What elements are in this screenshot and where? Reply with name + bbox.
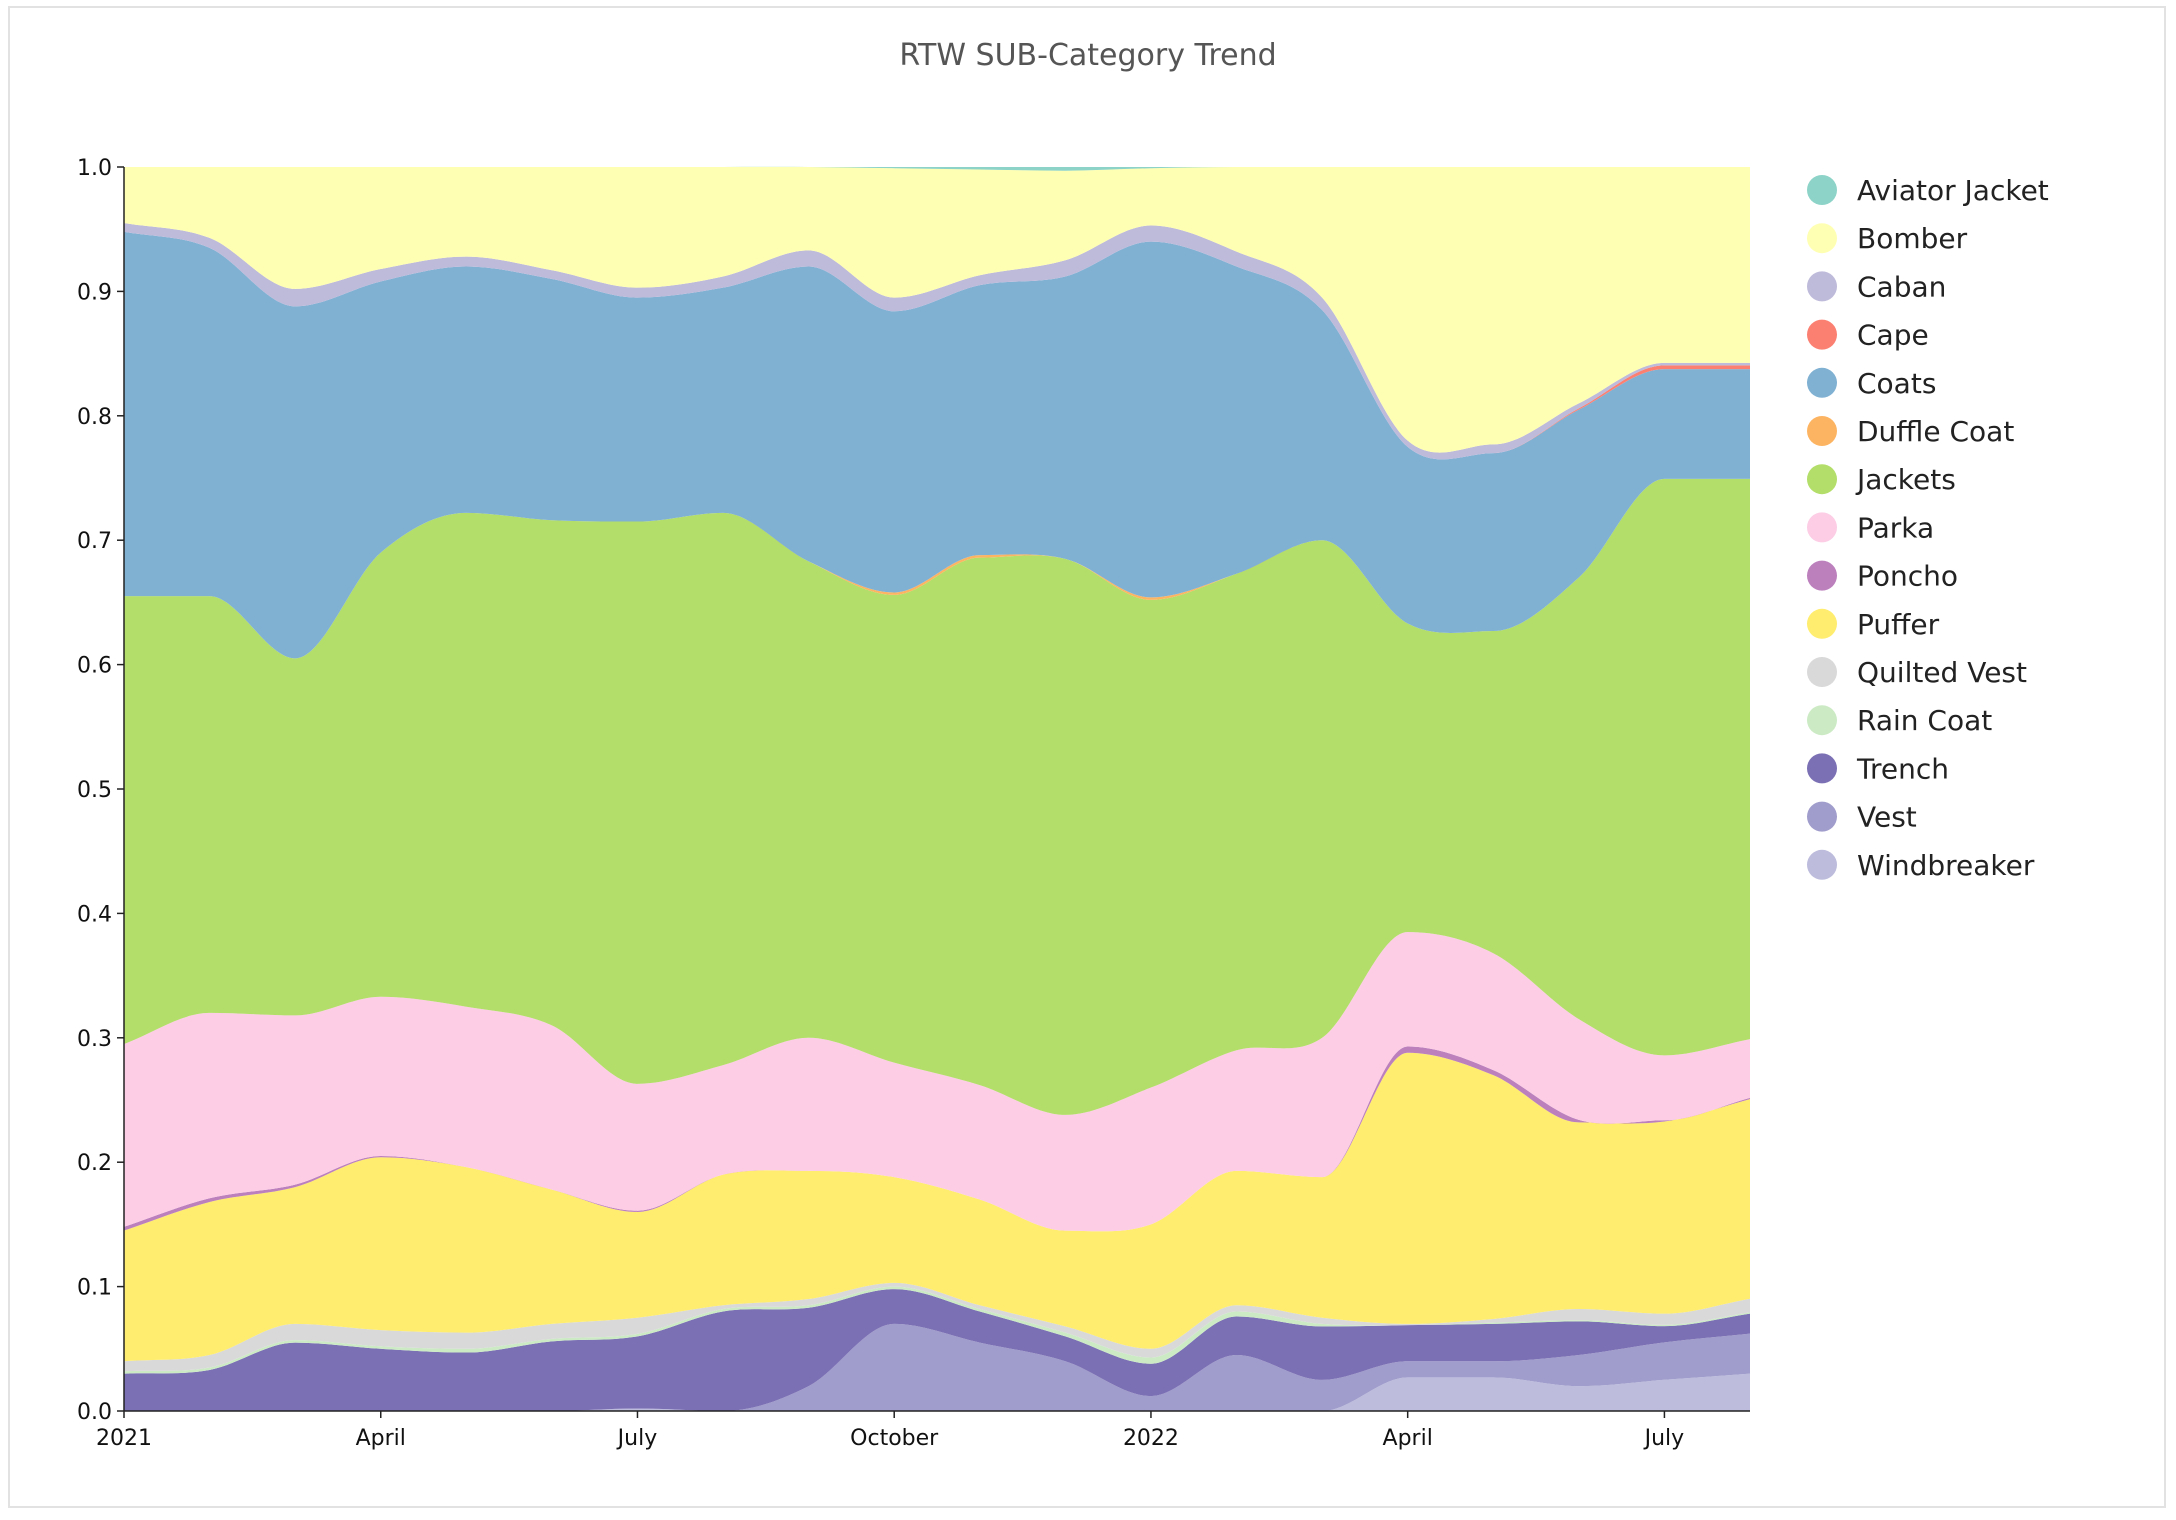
area-trench xyxy=(124,1289,1750,1411)
legend-label: Trench xyxy=(1856,752,1949,785)
x-tick-label: April xyxy=(1383,1426,1433,1451)
legend-item[interactable]: Bomber xyxy=(1807,222,1968,255)
legend-swatch xyxy=(1807,416,1837,446)
area-puffer xyxy=(124,1052,1750,1362)
legend-label: Duffle Coat xyxy=(1857,415,2014,448)
areas xyxy=(124,166,1750,1411)
legend-label: Rain Coat xyxy=(1857,704,1992,737)
legend-item[interactable]: Cape xyxy=(1807,319,1929,352)
legend-label: Jackets xyxy=(1855,463,1956,496)
legend-item[interactable]: Coats xyxy=(1807,367,1936,400)
y-tick-label: 0.7 xyxy=(77,529,112,554)
legend-item[interactable]: Quilted Vest xyxy=(1807,656,2027,689)
legend-label: Vest xyxy=(1857,801,1917,834)
legend-swatch xyxy=(1807,560,1837,591)
legend-label: Parka xyxy=(1857,511,1934,544)
area-aviator-jacket xyxy=(124,166,1750,171)
area-coats xyxy=(124,231,1750,659)
chart-title: RTW SUB-Category Trend xyxy=(899,38,1277,73)
legend-label: Poncho xyxy=(1857,560,1958,593)
legend-swatch xyxy=(1807,512,1837,543)
y-tick-label: 0.1 xyxy=(77,1276,112,1301)
x-tick-label: October xyxy=(850,1426,939,1451)
x-tick-label: 2021 xyxy=(96,1426,152,1451)
y-tick-label: 0.5 xyxy=(77,778,112,803)
axes: 0.0 0.1 0.2 0.3 0.4 0.5 0.6 0.7 0.8 0.9 1.0 2021 Apr… xyxy=(77,156,1750,1451)
legend-item[interactable]: Parka xyxy=(1807,511,1934,544)
y-tick-label: 0.6 xyxy=(77,654,112,679)
x-tick-label: July xyxy=(616,1426,658,1451)
legend-item[interactable]: Duffle Coat xyxy=(1807,415,2014,448)
legend-swatch xyxy=(1807,705,1837,736)
legend-swatch xyxy=(1807,753,1837,784)
legend-label: Aviator Jacket xyxy=(1857,174,2049,207)
legend-swatch xyxy=(1807,608,1837,639)
y-tick-label: 0.2 xyxy=(77,1151,112,1176)
legend-item[interactable]: Windbreaker xyxy=(1807,849,2035,882)
legend-swatch xyxy=(1807,801,1837,832)
legend-swatch xyxy=(1807,223,1837,254)
y-tick-label: 0.9 xyxy=(77,280,112,305)
legend-label: Quilted Vest xyxy=(1857,656,2027,689)
legend: Aviator Jacket Bomber Caban Cape Coats Duffle… xyxy=(1807,174,2049,882)
legend-swatch xyxy=(1807,319,1837,350)
legend-item[interactable]: Jackets xyxy=(1807,463,1956,496)
x-tick-label: July xyxy=(1643,1426,1685,1451)
legend-swatch xyxy=(1807,175,1837,205)
chart-frame xyxy=(8,6,2166,1508)
legend-item[interactable]: Aviator Jacket xyxy=(1807,174,2049,207)
area-parka xyxy=(124,932,1750,1232)
legend-swatch xyxy=(1807,657,1837,687)
y-tick-label: 0.8 xyxy=(77,405,112,430)
legend-swatch xyxy=(1807,464,1837,495)
legend-swatch xyxy=(1807,849,1837,880)
legend-swatch xyxy=(1807,271,1837,302)
legend-swatch xyxy=(1807,367,1837,398)
y-tick-label: 1.0 xyxy=(77,156,112,181)
y-tick-label: 0.0 xyxy=(77,1400,112,1425)
x-tick-label: April xyxy=(356,1426,406,1451)
y-tick-label: 0.4 xyxy=(77,902,112,927)
legend-label: Caban xyxy=(1857,270,1946,303)
legend-label: Bomber xyxy=(1857,222,1968,255)
area-bomber xyxy=(124,166,1750,453)
x-tick-label: 2022 xyxy=(1123,1426,1179,1451)
legend-label: Cape xyxy=(1857,319,1929,352)
legend-label: Windbreaker xyxy=(1857,849,2035,882)
legend-item[interactable]: Caban xyxy=(1807,270,1946,303)
legend-item[interactable]: Vest xyxy=(1807,801,1917,834)
legend-item[interactable]: Poncho xyxy=(1807,560,1958,593)
area-vest xyxy=(124,1323,1750,1411)
legend-label: Coats xyxy=(1857,367,1936,400)
legend-item[interactable]: Puffer xyxy=(1807,608,1940,641)
y-tick-label: 0.3 xyxy=(77,1027,112,1052)
area-windbreaker xyxy=(124,1373,1750,1411)
legend-item[interactable]: Rain Coat xyxy=(1807,704,1992,737)
legend-label: Puffer xyxy=(1857,608,1940,641)
area-jackets xyxy=(124,478,1750,1115)
legend-item[interactable]: Trench xyxy=(1807,752,1949,785)
